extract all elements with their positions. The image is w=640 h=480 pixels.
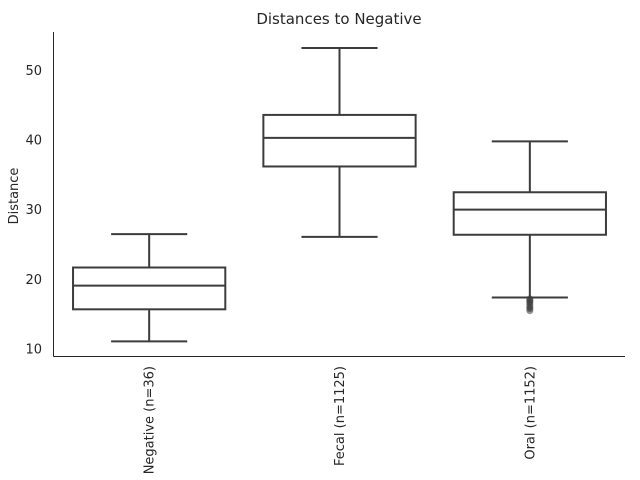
- box-group: [72, 233, 227, 343]
- y-tick-label: 30: [25, 203, 42, 218]
- y-axis-label: Distance: [7, 168, 22, 225]
- x-tick-label: Fecal (n=1125): [333, 366, 348, 466]
- box-iqr: [452, 191, 607, 236]
- y-tick-label: 40: [25, 134, 42, 149]
- box-iqr: [262, 113, 417, 168]
- x-tick-label: Negative (n=36): [143, 366, 158, 474]
- x-ticks: Negative (n=36) Fecal (n=1125) Oral (n=115…: [143, 366, 539, 474]
- box-group: [262, 47, 417, 238]
- y-tick-label: 50: [25, 64, 42, 79]
- y-tick-label: 20: [25, 273, 42, 288]
- chart-title: Distances to Negative: [256, 10, 421, 28]
- y-tick-label: 10: [25, 343, 42, 358]
- outlier-point: [526, 307, 534, 315]
- y-ticks: 10 20 30 40 50: [25, 64, 42, 358]
- x-tick-label: Oral (n=1152): [523, 366, 538, 460]
- box-group: [452, 140, 607, 315]
- boxes: [72, 47, 607, 343]
- box-iqr: [72, 266, 227, 311]
